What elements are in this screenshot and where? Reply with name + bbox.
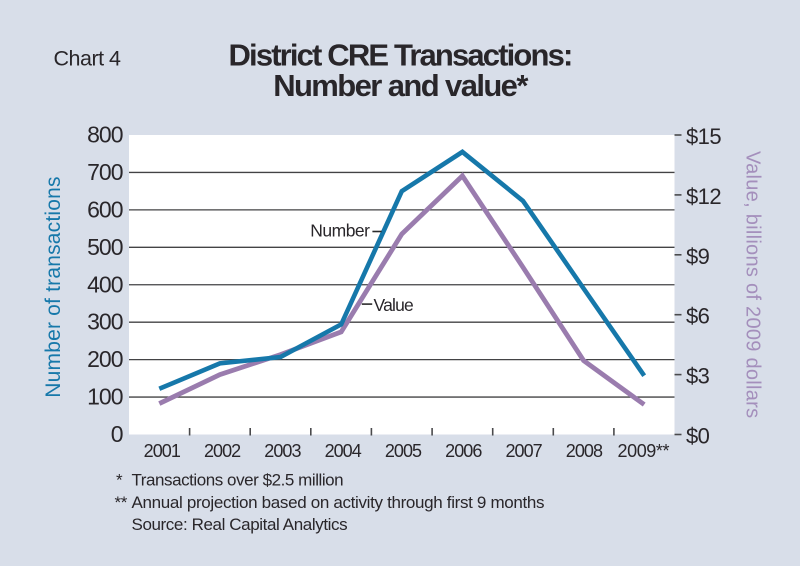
svg-text:0: 0 [111,421,123,447]
svg-text:2007: 2007 [505,441,542,461]
svg-text:$12: $12 [686,184,721,209]
svg-text:700: 700 [87,159,123,185]
svg-text:2006: 2006 [445,441,482,461]
svg-text:100: 100 [87,384,123,410]
svg-text:800: 800 [87,122,123,148]
svg-text:2004: 2004 [325,441,362,461]
svg-text:Source: Real Capital Analytics: Source: Real Capital Analytics [132,515,348,534]
svg-text:District CRE Transactions:: District CRE Transactions: [229,38,572,73]
svg-text:2003: 2003 [264,441,301,461]
svg-text:300: 300 [87,309,123,335]
svg-text:2002: 2002 [204,441,241,461]
svg-text:Annual projection based on act: Annual projection based on activity thro… [132,493,545,512]
svg-text:$9: $9 [686,244,710,269]
svg-text:Number of transactions: Number of transactions [42,176,65,398]
svg-text:**: ** [115,493,128,512]
svg-text:Number and value*: Number and value* [273,68,529,103]
svg-text:200: 200 [87,346,123,372]
svg-text:400: 400 [87,271,123,297]
svg-text:Number: Number [310,221,370,241]
svg-text:Value: Value [374,295,414,315]
svg-text:2008: 2008 [566,441,603,461]
svg-text:500: 500 [87,234,123,260]
svg-text:$6: $6 [686,304,710,329]
svg-text:2001: 2001 [144,441,181,461]
svg-text:$0: $0 [686,424,710,449]
svg-text:$3: $3 [686,364,710,389]
svg-text:2005: 2005 [385,441,422,461]
svg-text:*: * [116,470,123,489]
svg-text:Chart 4: Chart 4 [54,47,122,71]
svg-text:$15: $15 [686,124,721,149]
svg-text:Transactions over $2.5 million: Transactions over $2.5 million [132,470,344,489]
svg-text:Value, billions of 2009 dollar: Value, billions of 2009 dollars [742,151,764,418]
svg-text:2009**: 2009** [617,441,669,461]
svg-text:600: 600 [87,196,123,222]
